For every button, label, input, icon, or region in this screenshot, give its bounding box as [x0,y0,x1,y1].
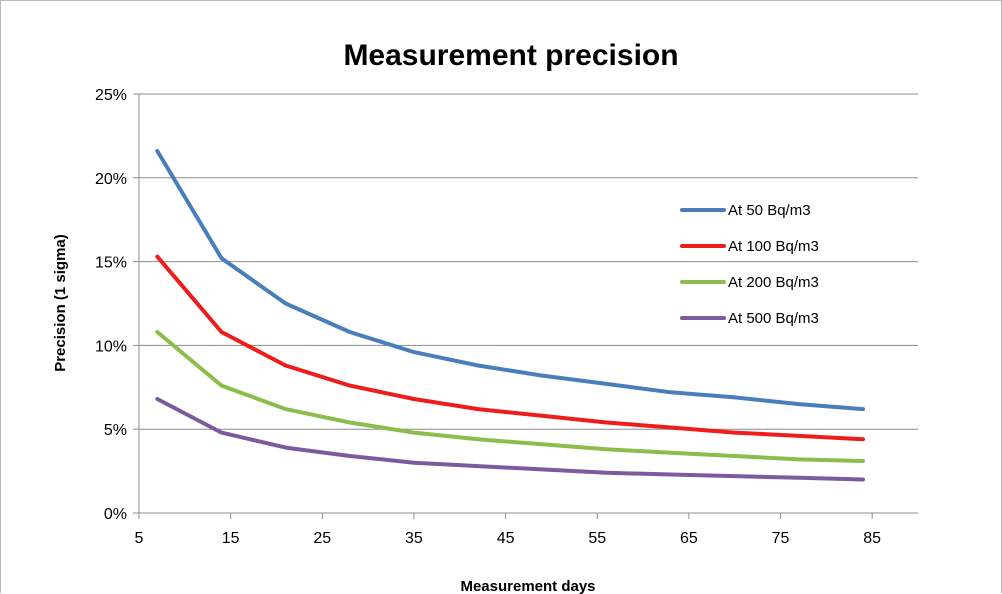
tick-labels: 0% 5% 10% 15% 20% 25% 5 15 25 35 45 55 65 75 85 [95,87,881,547]
legend-label: At 500 Bq/m3 [728,310,819,327]
x-tick-label: 35 [405,530,423,547]
y-tick-label: 20% [95,171,127,188]
series-line [155,397,865,482]
x-tick-label: 55 [588,530,606,547]
x-tick-label: 85 [863,530,881,547]
axes [133,93,918,519]
series-line [155,330,865,463]
y-tick-label: 25% [95,87,127,104]
series-lines [155,149,865,482]
legend-item: At 100 Bq/m3 [680,238,819,255]
x-tick-label: 5 [135,530,144,547]
chart-title: Measurement precision [343,39,678,72]
grid-lines [139,93,918,430]
y-tick-label: 15% [95,255,127,272]
legend-label: At 100 Bq/m3 [728,238,819,255]
series-line [155,149,865,412]
legend-label: At 50 Bq/m3 [728,202,811,219]
y-tick-label: 0% [104,506,127,523]
y-tick-label: 10% [95,338,127,355]
legend-label: At 200 Bq/m3 [728,274,819,291]
legend-item: At 500 Bq/m3 [680,310,819,327]
legend: At 50 Bq/m3 At 100 Bq/m3 At 200 Bq/m3 At 50… [680,202,819,327]
x-tick-label: 75 [772,530,790,547]
y-tick-label: 5% [104,422,127,439]
y-axis-label: Precision (1 sigma) [52,234,69,372]
legend-item: At 50 Bq/m3 [680,202,811,219]
series-line [155,254,865,442]
x-tick-label: 25 [313,530,331,547]
x-tick-label: 15 [222,530,240,547]
legend-item: At 200 Bq/m3 [680,274,819,291]
x-tick-label: 45 [497,530,515,547]
x-tick-label: 65 [680,530,698,547]
x-axis-label: Measurement days [460,578,595,594]
